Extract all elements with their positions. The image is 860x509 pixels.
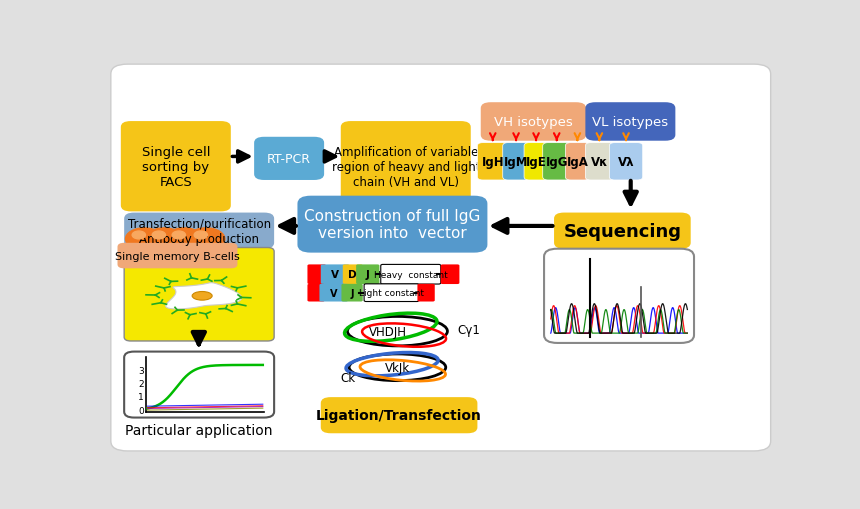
FancyBboxPatch shape [120,122,230,212]
Text: Single memory B-cells: Single memory B-cells [115,251,240,261]
FancyBboxPatch shape [298,196,488,253]
Text: VkJk: VkJk [385,361,410,374]
Text: J: J [350,288,353,298]
Text: IgM: IgM [504,156,528,168]
FancyBboxPatch shape [481,103,586,142]
Text: V: V [331,270,339,279]
Text: VH isotypes: VH isotypes [494,116,573,129]
Text: V: V [330,288,337,298]
Text: IgE: IgE [525,156,546,168]
FancyBboxPatch shape [524,144,548,181]
Text: Cγ1: Cγ1 [458,323,480,336]
Text: IgH: IgH [482,156,504,168]
FancyBboxPatch shape [111,65,771,451]
FancyBboxPatch shape [341,122,470,212]
FancyBboxPatch shape [610,144,642,181]
Text: 3: 3 [138,366,144,375]
FancyBboxPatch shape [319,285,348,302]
FancyBboxPatch shape [417,285,435,302]
Text: Particular application: Particular application [125,423,273,437]
FancyBboxPatch shape [124,248,274,342]
FancyBboxPatch shape [343,265,363,285]
Text: Heavy  constant: Heavy constant [374,270,448,279]
FancyBboxPatch shape [124,213,274,249]
Polygon shape [166,283,242,309]
Text: IgG: IgG [545,156,568,168]
FancyBboxPatch shape [565,144,589,181]
FancyBboxPatch shape [586,144,614,181]
FancyBboxPatch shape [308,285,325,302]
FancyBboxPatch shape [118,243,237,269]
Text: Ck: Ck [341,371,356,384]
FancyBboxPatch shape [321,398,477,434]
FancyBboxPatch shape [440,265,459,285]
Circle shape [194,232,207,239]
Text: RT-PCR: RT-PCR [267,153,311,165]
FancyBboxPatch shape [503,144,530,181]
FancyBboxPatch shape [381,265,440,285]
Text: 0: 0 [138,406,144,415]
Ellipse shape [192,292,212,300]
FancyBboxPatch shape [124,352,274,418]
FancyBboxPatch shape [364,285,419,302]
Text: Transfection/purification
Antibody production: Transfection/purification Antibody produ… [127,217,271,245]
Text: Light constant: Light constant [359,289,424,298]
FancyBboxPatch shape [554,213,691,249]
Text: 2: 2 [138,379,144,388]
Text: Vλ: Vλ [617,156,635,168]
Circle shape [172,232,186,239]
Circle shape [132,232,145,239]
Circle shape [145,229,183,250]
FancyBboxPatch shape [543,144,571,181]
FancyBboxPatch shape [255,137,324,181]
Text: VL isotypes: VL isotypes [593,116,668,129]
Text: J: J [366,270,370,279]
Circle shape [126,229,163,250]
Circle shape [187,229,224,250]
FancyBboxPatch shape [477,144,508,181]
Circle shape [165,229,203,250]
FancyBboxPatch shape [308,265,326,285]
FancyBboxPatch shape [586,103,675,142]
FancyBboxPatch shape [544,249,694,343]
FancyBboxPatch shape [341,285,363,302]
Text: Ligation/Transfection: Ligation/Transfection [316,408,482,422]
FancyBboxPatch shape [321,265,349,285]
Text: Amplification of variable
region of heavy and light
chain (VH and VL): Amplification of variable region of heav… [331,146,480,188]
Text: 1: 1 [138,392,144,402]
FancyBboxPatch shape [356,265,379,285]
Text: Single cell
sorting by
FACS: Single cell sorting by FACS [142,146,210,188]
Circle shape [152,232,165,239]
Text: Construction of full IgG
version into  vector: Construction of full IgG version into ve… [304,209,481,241]
Text: Sequencing: Sequencing [563,222,681,240]
Text: Vκ: Vκ [591,156,608,168]
Text: D: D [348,270,357,279]
Text: IgA: IgA [567,156,588,168]
Text: VHDJH: VHDJH [368,325,407,338]
